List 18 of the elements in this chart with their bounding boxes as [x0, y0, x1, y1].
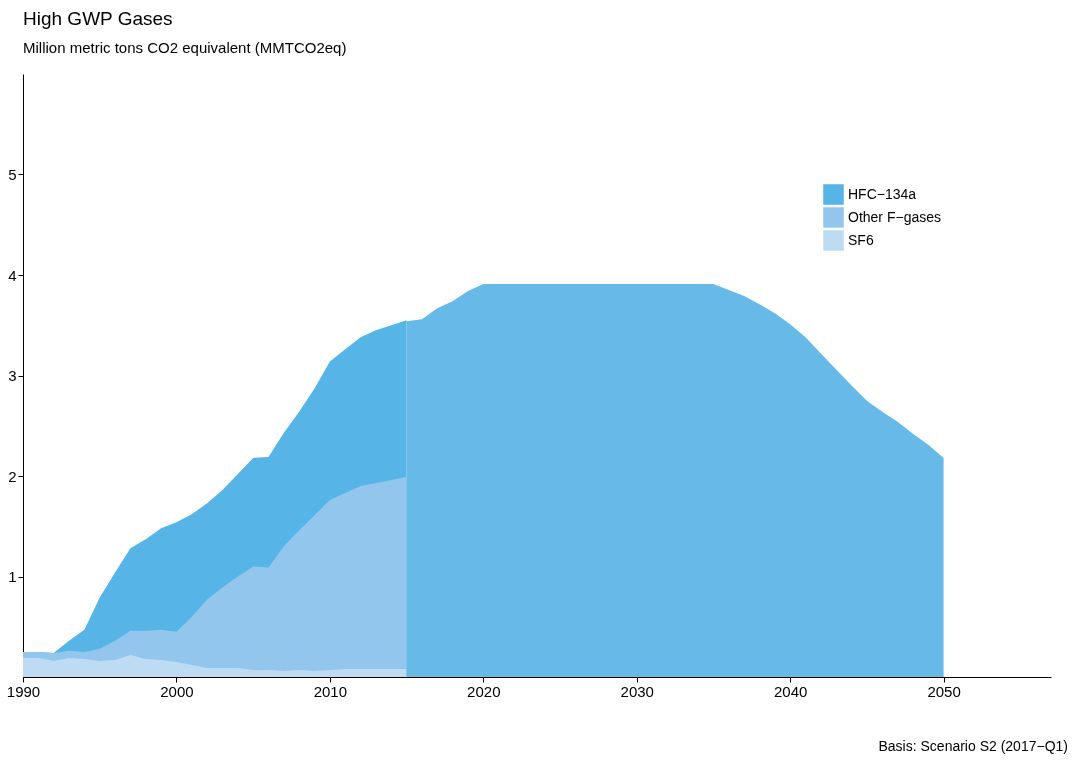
x-tick-label: 2010 — [313, 682, 348, 700]
x-tick-label: 2050 — [927, 682, 961, 700]
x-tick-label: 2030 — [620, 682, 654, 700]
x-tick-label: 2020 — [467, 682, 501, 700]
legend-label: SF6 — [848, 231, 874, 248]
y-tick-label: 3 — [8, 367, 17, 384]
y-tick-label: 5 — [8, 166, 17, 183]
chart-subtitle: Million metric tons CO2 equivalent (MMTCO2eq) — [23, 39, 347, 56]
legend-label: Other F−gases — [848, 208, 941, 225]
y-tick-label: 2 — [8, 467, 17, 485]
y-tick-label: 4 — [8, 266, 17, 284]
legend-label: HFC−134a — [848, 185, 917, 202]
y-tick-label: 1 — [8, 568, 17, 585]
x-tick-label: 2000 — [160, 682, 194, 700]
x-tick-label: 2040 — [773, 682, 808, 700]
chart-title: High GWP Gases — [23, 8, 173, 29]
text: Basis: Scenario S2 (2017−Q1) — [878, 738, 1068, 754]
x-tick-label: 1990 — [6, 682, 41, 700]
